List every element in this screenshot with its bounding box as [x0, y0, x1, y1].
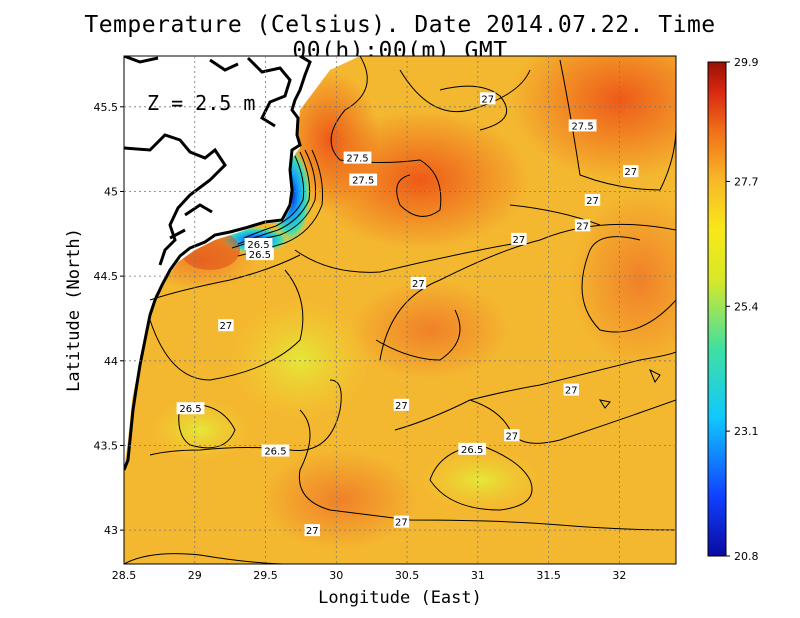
contour-label-text: 26.5 [247, 240, 269, 251]
colorbar [707, 61, 727, 557]
contour-label-text: 27 [412, 279, 425, 290]
colorbar-tick-label: 20.8 [734, 550, 759, 563]
y-tick-label: 44.5 [94, 270, 119, 283]
contour-label-text: 27 [306, 526, 319, 537]
x-tick-label: 30 [329, 569, 343, 582]
contour-label: 26.5 [261, 444, 290, 458]
plot-frame [123, 55, 677, 565]
colorbar-tick-label: 27.7 [734, 175, 759, 188]
contour-label: 27 [563, 383, 579, 397]
contour-label: 27 [511, 232, 527, 246]
y-tick-label: 43 [104, 524, 118, 537]
contour-label-text: 27 [505, 431, 518, 442]
contour-labels: 2727.52727.527.527272726.526.52727272726… [176, 92, 639, 537]
x-tick-label: 28.5 [112, 569, 137, 582]
land-mask [124, 56, 360, 470]
contour-label: 27 [574, 219, 591, 232]
x-tick-label: 29.5 [253, 569, 278, 582]
colorbar-ticks: 29.9 27.7 25.4 23.1 20.8 [726, 56, 759, 563]
contour-label: 27 [584, 193, 601, 207]
contour-label: 27 [410, 276, 427, 290]
contour-label-text: 27 [481, 94, 494, 105]
x-tick-label: 31.5 [536, 569, 561, 582]
colorbar-tick-label: 29.9 [734, 56, 759, 69]
x-tick-label: 32 [612, 569, 626, 582]
contour-label: 27 [393, 398, 410, 412]
contour-label: 26.5 [245, 248, 274, 261]
contour-label: 27.5 [349, 173, 378, 187]
x-tick-label: 31 [471, 569, 485, 582]
contour-label: 27 [393, 515, 410, 529]
y-axis-ticks: 43 43.5 44 44.5 45 45.5 [94, 101, 119, 537]
contour-label: 27 [304, 524, 320, 537]
contour-label: 27 [504, 429, 520, 442]
chart-title: Temperature (Celsius). Date 2014.07.22. … [84, 12, 716, 64]
contour-label: 27.5 [568, 119, 597, 132]
contour-label-text: 27 [576, 221, 589, 232]
contour-label-text: 27.5 [352, 176, 374, 187]
grid-lines [120, 56, 676, 564]
x-tick-label: 30.5 [395, 569, 420, 582]
contour-label: 27.5 [343, 151, 372, 165]
colorbar-tick-label: 23.1 [734, 425, 759, 438]
x-tick-label: 29 [188, 569, 202, 582]
contour-label: 27 [480, 92, 496, 105]
contour-label: 26.5 [176, 402, 205, 415]
contour-label-text: 27 [624, 167, 637, 178]
y-tick-label: 44 [104, 355, 118, 368]
contour-label-text: 27 [395, 518, 408, 529]
contour-label-text: 27 [513, 235, 526, 246]
contour-label-text: 26.5 [249, 250, 271, 261]
y-axis-label: Latitude (North) [64, 228, 84, 392]
contour-label-text: 26.5 [179, 404, 201, 415]
y-tick-label: 45.5 [94, 101, 119, 114]
colorbar-tick-label: 25.4 [734, 300, 759, 313]
contour-label-text: 27.5 [346, 154, 368, 165]
y-tick-label: 45 [104, 185, 118, 198]
contour-label-text: 27.5 [571, 121, 593, 132]
contour-label-text: 27 [586, 196, 599, 207]
contour-label: 27 [623, 165, 639, 178]
contour-label: 27 [218, 319, 234, 332]
contour-label-text: 27 [220, 321, 233, 332]
isotherms [124, 56, 676, 564]
contour-label-text: 26.5 [461, 445, 483, 456]
contour-label: 26.5 [458, 442, 487, 456]
contour-label: 26.5 [244, 237, 273, 251]
contour-label-text: 27 [565, 386, 578, 397]
x-axis-ticks: 28.5 29 29.5 30 30.5 31 31.5 32 [112, 569, 627, 582]
y-tick-label: 43.5 [94, 439, 119, 452]
contour-label-text: 26.5 [264, 447, 286, 458]
depth-label: Z = 2.5 m [147, 91, 255, 115]
contour-label-text: 27 [395, 401, 408, 412]
x-axis-label: Longitude (East) [318, 588, 482, 608]
